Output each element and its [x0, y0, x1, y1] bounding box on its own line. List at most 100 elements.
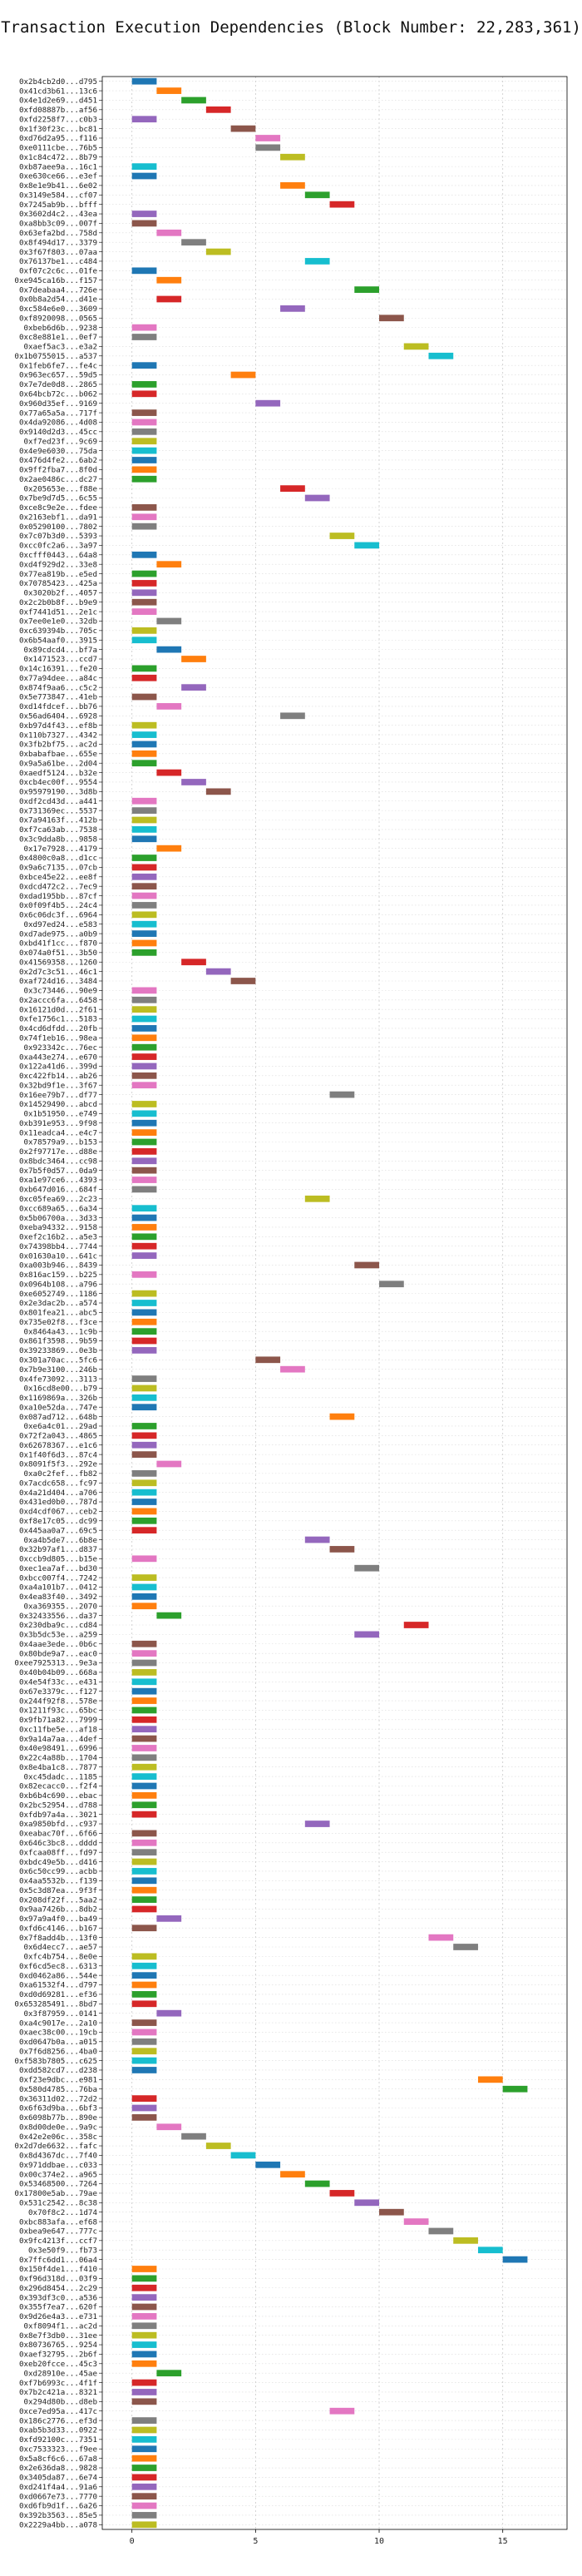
bar — [131, 1479, 157, 1487]
bar — [205, 106, 231, 113]
y-tick-label: 0xd97ed24...e583 — [23, 920, 97, 929]
x-tick-label: 15 — [498, 2537, 508, 2546]
bar — [329, 2407, 355, 2415]
y-tick-label: 0xdd582cd7...d238 — [19, 2066, 97, 2075]
y-tick-label: 0xfc4b754...8e0e — [23, 1953, 97, 1962]
y-tick-label: 0x8d00de0e...9a9c — [19, 2123, 97, 2132]
bar — [131, 1886, 157, 1894]
y-tick-label: 0xfd08887b...af56 — [19, 106, 97, 115]
x-tick-label: 10 — [374, 2537, 384, 2546]
bar — [131, 2114, 157, 2121]
y-tick-label: 0x39233869...0e3b — [19, 1346, 97, 1355]
bar — [131, 2351, 157, 2358]
bar — [131, 570, 157, 577]
y-tick-label: 0x70785423...425a — [19, 579, 97, 588]
y-tick-label: 0xbea9e647...777c — [19, 2227, 97, 2237]
bar — [131, 1082, 157, 1089]
y-tick-label: 0x9a6c7135...07cb — [19, 864, 97, 873]
y-tick-label: 0xeb20fcce...45c3 — [19, 2360, 97, 2369]
y-tick-label: 0xbabafbae...655e — [19, 750, 97, 759]
bar — [131, 1811, 157, 1818]
y-tick-label: 0x580d4785...76ba — [19, 2085, 97, 2094]
y-tick-label: 0x32433556...da37 — [19, 1612, 97, 1621]
y-tick-label: 0x6b54aaf0...3915 — [19, 636, 97, 645]
y-tick-label: 0xf07c2c6c...01fe — [19, 267, 97, 276]
bar — [131, 2095, 157, 2102]
y-tick-label: 0xce8c9e2e...fdee — [19, 503, 97, 513]
y-tick-label: 0xe945ca16b...f157 — [14, 276, 97, 285]
bar — [131, 2266, 157, 2272]
bar — [131, 1650, 157, 1657]
y-tick-label: 0x63efa2bd...758d — [19, 229, 97, 238]
y-tick-label: 0xa369355...2070 — [23, 1602, 97, 1611]
y-tick-label: 0x1c84c472...8b79 — [19, 153, 97, 162]
y-tick-label: 0x2f97717e...d88e — [19, 1147, 97, 1157]
y-tick-label: 0x6098b77b...890e — [19, 2113, 97, 2123]
y-tick-label: 0xbce45e22...ee8f — [19, 873, 97, 882]
bar — [131, 220, 157, 227]
bar — [131, 2426, 157, 2434]
bar — [131, 1441, 157, 1449]
bar — [329, 1546, 355, 1553]
y-tick-label: 0xa8bb3c09...007f — [19, 220, 97, 229]
bar — [131, 721, 157, 729]
y-tick-label: 0x3020b2f...4057 — [23, 589, 97, 598]
bar — [131, 362, 157, 369]
bar — [131, 2417, 157, 2424]
bar — [230, 2152, 256, 2159]
y-tick-label: 0x4aa5532b...f139 — [19, 1877, 97, 1886]
bar — [131, 1593, 157, 1600]
bar — [131, 2474, 157, 2481]
y-tick-label: 0x8e4ba1c8...7877 — [19, 1763, 97, 1772]
y-tick-label: 0xaec38c00...19cb — [19, 2029, 97, 2038]
y-tick-label: 0xa0c2fef...fb82 — [23, 1469, 97, 1479]
bar — [131, 1375, 157, 1382]
bar — [131, 1640, 157, 1647]
y-tick-label: 0x41cd3b61...13c6 — [19, 87, 97, 96]
bar — [131, 1157, 157, 1165]
y-tick-label: 0x8f494d17...3379 — [19, 238, 97, 247]
y-tick-label: 0xb97d4f43...ef8b — [19, 721, 97, 731]
y-tick-label: 0x3c73446...90e9 — [23, 987, 97, 996]
bar — [304, 191, 330, 199]
y-tick-label: 0x11eadca4...e4c7 — [19, 1128, 97, 1137]
bar — [205, 248, 231, 255]
bar — [131, 2360, 157, 2367]
bar — [131, 807, 157, 814]
y-tick-label: 0x0964b108...a796 — [19, 1280, 97, 1289]
bar — [131, 1347, 157, 1354]
bar — [131, 409, 157, 416]
y-tick-label: 0x9fb71a82...7999 — [19, 1716, 97, 1725]
bar — [280, 485, 305, 492]
y-tick-label: 0xfd92100c...7351 — [19, 2435, 97, 2445]
bar — [131, 2048, 157, 2055]
bar — [131, 2435, 157, 2443]
bar — [354, 1631, 380, 1638]
y-tick-label: 0xdcd472c2...7ec9 — [19, 882, 97, 891]
y-tick-label: 0x7acdc658...fc97 — [19, 1479, 97, 1488]
y-tick-label: 0x6d4ecc7...ae57 — [23, 1943, 97, 1952]
y-tick-label: 0x355f7ea7...620f — [19, 2303, 97, 2312]
y-tick-label: 0x861f3598...9b59 — [19, 1337, 97, 1346]
bar — [131, 2512, 157, 2519]
y-tick-label: 0x56ad6404...6928 — [19, 712, 97, 721]
y-tick-label: 0x80bde9a7...eac0 — [19, 1649, 97, 1658]
bar — [354, 1261, 380, 1269]
y-tick-label: 0x2c2b0b8f...b9e9 — [19, 598, 97, 607]
y-tick-label: 0x3b5dc53e...a259 — [19, 1631, 97, 1640]
bar — [255, 135, 281, 141]
bar — [453, 1944, 478, 1950]
bar — [131, 1385, 157, 1392]
bar — [131, 1404, 157, 1411]
y-tick-label: 0xc584e6e0...3609 — [19, 305, 97, 314]
y-tick-label: 0x97a9a4f0...ba49 — [19, 1915, 97, 1924]
y-tick-label: 0xf583b7805...c625 — [14, 2057, 97, 2066]
y-tick-label: 0xfd6c4146...b167 — [19, 1924, 97, 1933]
y-tick-label: 0xe6052749...1186 — [19, 1290, 97, 1299]
y-tick-label: 0x296d8454...2c29 — [19, 2284, 97, 2293]
y-tick-label: 0xce7ed95a...417c — [19, 2407, 97, 2416]
y-tick-label: 0x4e9e6030...75da — [19, 447, 97, 456]
bar — [131, 1735, 157, 1742]
bar — [131, 390, 157, 398]
bar — [131, 2379, 157, 2386]
